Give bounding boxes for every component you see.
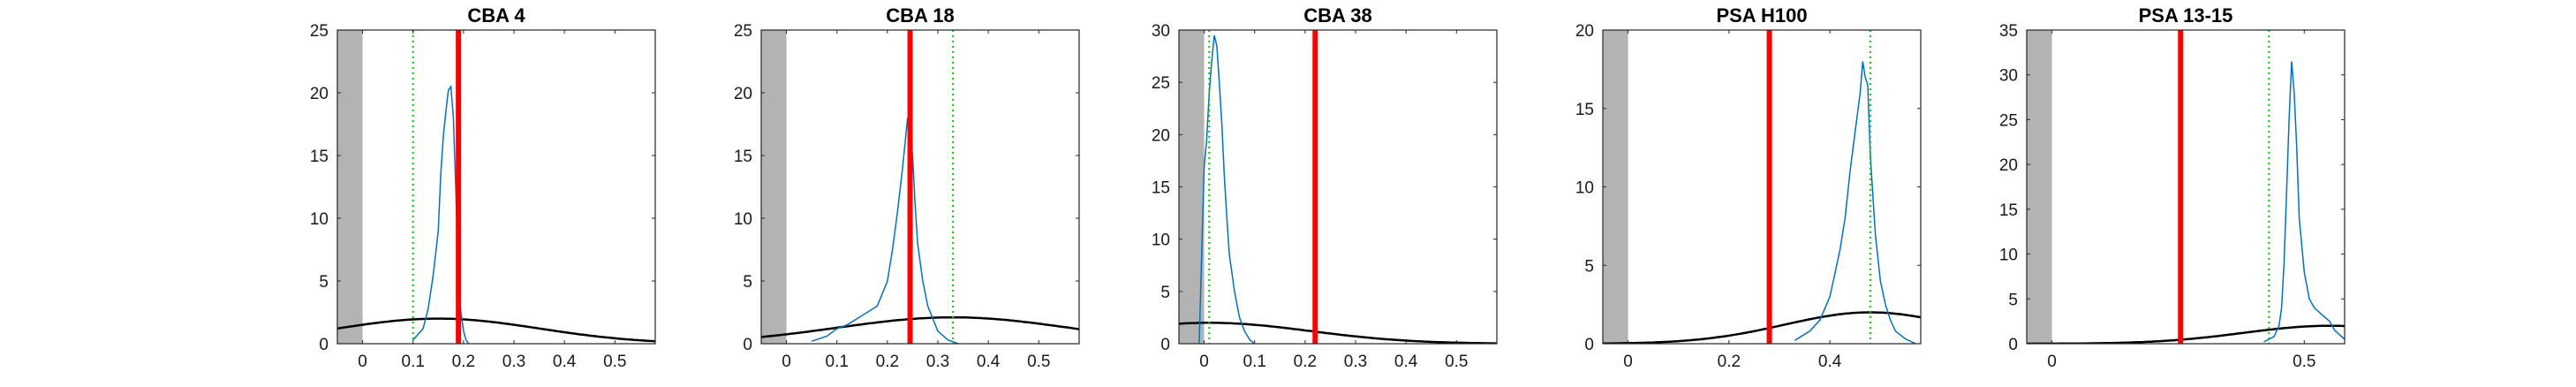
shaded-region [2027,30,2052,344]
plot-content [761,30,1079,344]
y-tick-label: 20 [734,85,752,103]
y-tick-label: 35 [1999,22,2018,41]
gaussian-curve [1603,311,1921,344]
shaded-region [1179,30,1205,344]
chart-panel-2: 0 0.1 0.2 0.3 0.4 0.5 0 5 10 15 20 25 CBA 18 [734,4,1080,371]
y-tick-label: 5 [1160,284,1170,302]
y-tick-label: 0 [1584,336,1594,354]
x-tick-label: 0.1 [826,353,849,371]
y-tick-label: 10 [1999,247,2018,265]
y-tick-label: 10 [734,210,752,229]
x-tick-label: 0.3 [926,353,949,371]
x-tick-label: 0.2 [452,353,475,371]
shaded-region [1603,30,1628,344]
axes-box [2026,29,2346,345]
y-tick-label: 5 [743,273,752,292]
distribution-line [1794,61,1916,344]
y-tick-label: 25 [734,22,752,41]
x-tick-label: 0 [1199,353,1209,371]
y-tick-label: 0 [1160,336,1170,354]
chart-panel-5: 0 0.5 0 5 10 15 20 25 30 35 PSA 13-15 [1999,4,2346,371]
distribution-line [1198,34,1256,344]
x-tick-label: 0.1 [1243,353,1266,371]
gaussian-curve [337,317,655,343]
x-tick-label: 0.5 [603,353,626,371]
y-tick-label: 15 [1575,101,1594,119]
y-tick-label: 25 [1152,74,1170,93]
panel-title: CBA 4 [467,4,525,27]
chart-panel-4: 0 0.2 0.4 0 5 10 15 20 PSA H100 [1575,4,1922,371]
y-tick-label: 5 [1584,257,1594,276]
y-tick-label: 0 [319,336,329,354]
distribution-line [2263,61,2345,343]
chart-panel-1: 0 0.1 0.2 0.3 0.4 0.5 0 5 10 15 20 25 CBA 4 [310,4,656,371]
x-tick-label: 0.3 [1344,353,1367,371]
y-tick-label: 10 [310,210,329,229]
shaded-region [337,30,363,344]
y-tick-label: 20 [1575,22,1594,41]
axes-box [760,29,1080,345]
x-tick-label: 0.5 [2293,353,2315,371]
x-tick-label: 0.5 [1445,353,1468,371]
distribution-line [811,118,959,344]
plot-content [337,30,655,344]
y-tick-label: 15 [310,148,329,166]
y-tick-label: 15 [1999,201,2018,220]
x-tick-label: 0 [358,353,367,371]
x-tick-label: 0.3 [502,353,525,371]
y-tick-label: 0 [743,336,752,354]
x-tick-label: 0.2 [876,353,899,371]
plot-content [1603,30,1921,344]
y-tick-label: 10 [1152,231,1170,250]
distribution-line [412,84,470,344]
panel-title: CBA 18 [886,4,954,27]
y-tick-label: 20 [310,85,329,103]
x-tick-label: 0.4 [977,353,1001,371]
y-tick-label: 30 [1152,22,1170,41]
x-tick-label: 0 [2047,353,2057,371]
y-tick-label: 20 [1999,156,2018,175]
y-tick-label: 5 [2008,291,2018,309]
axes-box [336,29,656,345]
gaussian-curve [1179,322,1497,344]
x-tick-label: 0.2 [1294,353,1317,371]
chart-panel-3: 0 0.1 0.2 0.3 0.4 0.5 0 5 10 15 20 25 30 CBA 38 [1152,4,1498,371]
y-tick-label: 5 [319,273,329,292]
y-tick-label: 10 [1575,179,1594,198]
y-tick-label: 25 [310,22,329,41]
x-tick-label: 0.4 [553,353,577,371]
x-tick-label: 0.1 [402,353,425,371]
plot-area [1603,30,1921,344]
plot-area [337,30,655,344]
y-tick-label: 15 [1152,179,1170,198]
y-tick-label: 20 [1152,126,1170,145]
panel-title: PSA H100 [1716,4,1807,27]
plot-area [1179,30,1497,344]
shaded-region [761,30,787,344]
gaussian-curve [761,315,1079,338]
x-tick-label: 0.4 [1818,353,1842,371]
x-tick-label: 0.4 [1394,353,1418,371]
panel-title: CBA 38 [1303,4,1371,27]
x-tick-label: 0 [782,353,791,371]
y-tick-label: 30 [1999,67,2018,86]
y-tick-label: 25 [1999,111,2018,130]
plot-area [2027,30,2345,344]
panel-title: PSA 13-15 [2139,4,2233,27]
x-tick-label: 0 [1623,353,1633,371]
y-tick-label: 0 [2008,336,2018,354]
x-tick-label: 0.5 [1027,353,1050,371]
y-tick-label: 15 [734,148,752,166]
x-tick-label: 0.2 [1718,353,1741,371]
plot-content [1179,30,1497,344]
plot-area [761,30,1079,344]
